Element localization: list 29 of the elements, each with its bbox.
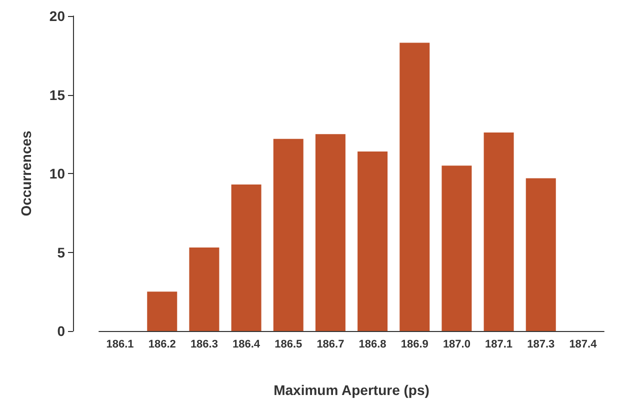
bar: [484, 132, 514, 331]
bar: [315, 134, 346, 331]
x-axis-title: Maximum Aperture (ps): [274, 382, 430, 398]
bar: [189, 248, 220, 331]
x-tick-label: 187.1: [485, 338, 513, 350]
bar: [442, 166, 472, 331]
x-tick-label: 187.0: [442, 338, 470, 350]
x-tick-label: 186.7: [316, 338, 344, 350]
bar: [358, 151, 388, 331]
x-tick-label: 186.5: [274, 338, 302, 350]
bar: [526, 178, 556, 331]
x-tick-label: 186.3: [190, 338, 218, 350]
y-tick-label: 10: [49, 166, 66, 182]
y-axis-title: Occurrences: [18, 130, 34, 216]
x-tick-label: 187.4: [569, 338, 598, 350]
y-tick-label: 15: [49, 86, 66, 103]
y-tick-label: 0: [57, 323, 66, 339]
y-tick-label: 5: [57, 244, 66, 260]
y-tick-label: 20: [49, 8, 66, 24]
bar: [231, 184, 262, 331]
bar: [273, 138, 304, 331]
bar: [147, 292, 178, 331]
x-tick-label: 186.8: [358, 338, 386, 350]
x-tick-label: 186.4: [232, 338, 261, 350]
x-tick-label: 186.9: [400, 338, 428, 350]
bar: [400, 42, 430, 331]
x-tick-label: 186.2: [148, 338, 176, 350]
x-tick-label: 187.3: [527, 338, 555, 350]
x-tick-label: 186.1: [106, 338, 134, 350]
